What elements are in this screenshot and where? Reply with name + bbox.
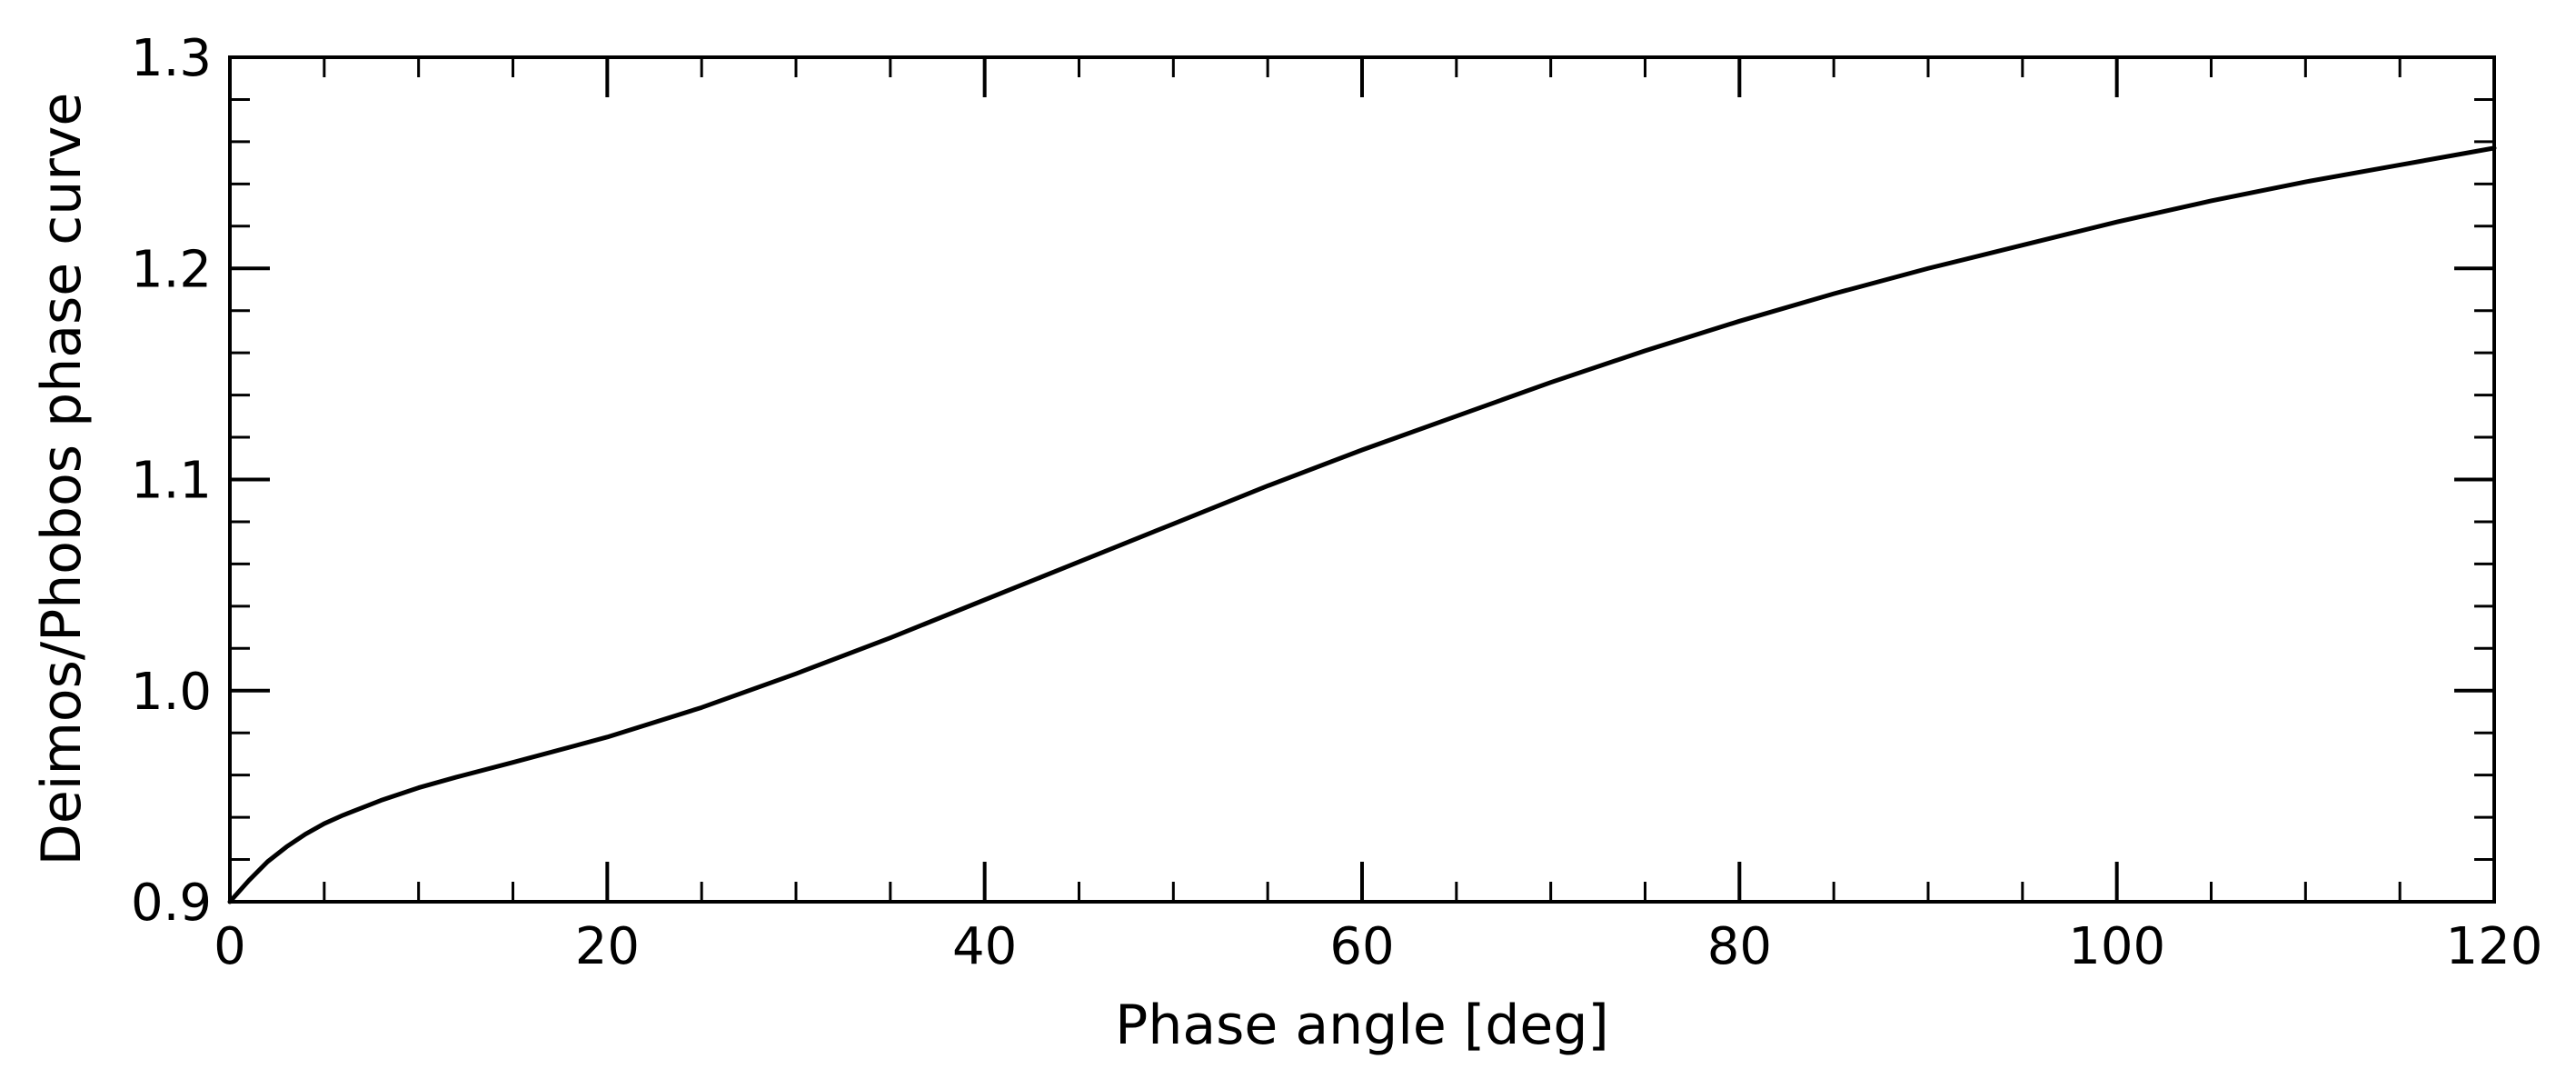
y-tick-label: 1.3: [131, 29, 212, 88]
tick-labels-layer: 0 20 40 60 80 100 120 0.9 1.0 1.1 1.2 1.3: [131, 29, 2543, 976]
y-tick-label: 1.1: [131, 452, 212, 511]
y-tick-label: 0.9: [131, 874, 212, 933]
plot-frame: [228, 55, 2496, 904]
x-tick-label: 0: [214, 917, 246, 976]
x-tick-label: 60: [1329, 917, 1394, 976]
y-tick-label: 1.2: [131, 240, 212, 299]
y-axis-label: Deimos/Phobos phase curve: [30, 93, 94, 866]
x-tick-label: 80: [1707, 917, 1772, 976]
x-tick-label: 40: [952, 917, 1017, 976]
ticks-layer: [228, 55, 2496, 904]
x-tick-label: 120: [2446, 917, 2543, 976]
series-line: [227, 145, 2497, 904]
x-axis-label: Phase angle [deg]: [1115, 994, 1609, 1057]
y-tick-label: 1.0: [131, 663, 212, 722]
x-tick-label: 20: [575, 917, 640, 976]
x-tick-label: 100: [2068, 917, 2165, 976]
